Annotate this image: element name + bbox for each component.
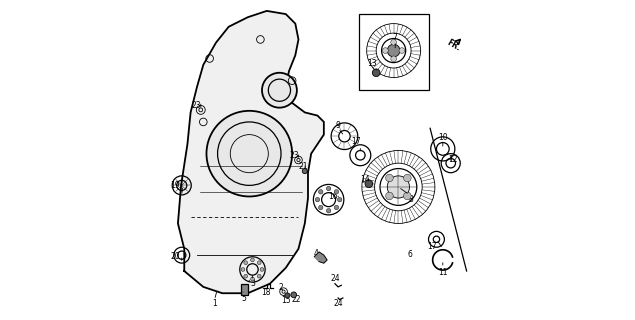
Text: 17: 17: [351, 137, 361, 146]
Text: 19: 19: [171, 181, 180, 190]
Circle shape: [387, 176, 410, 198]
Circle shape: [326, 209, 331, 213]
Circle shape: [260, 268, 264, 271]
Text: 4: 4: [314, 249, 318, 258]
Circle shape: [365, 180, 373, 188]
Circle shape: [244, 261, 248, 265]
Circle shape: [385, 174, 393, 182]
Text: 16: 16: [328, 192, 338, 201]
Text: 5: 5: [241, 294, 246, 303]
Circle shape: [334, 205, 338, 210]
Circle shape: [399, 48, 404, 53]
Text: 12: 12: [448, 155, 458, 164]
Text: 15: 15: [281, 296, 291, 305]
Circle shape: [302, 169, 307, 174]
Text: FR.: FR.: [445, 38, 462, 52]
Text: 23: 23: [290, 151, 299, 160]
Circle shape: [387, 44, 400, 57]
Circle shape: [326, 186, 331, 191]
Text: 14: 14: [360, 174, 370, 184]
Circle shape: [382, 48, 388, 53]
Text: 11: 11: [438, 268, 448, 277]
Text: 21: 21: [298, 162, 308, 171]
Circle shape: [337, 197, 342, 202]
Bar: [241, 284, 248, 295]
Text: 24: 24: [333, 299, 343, 308]
Circle shape: [206, 111, 292, 196]
Text: 13: 13: [367, 59, 377, 68]
Text: 18: 18: [262, 288, 271, 297]
Circle shape: [319, 205, 323, 210]
Text: 17: 17: [427, 242, 436, 251]
Text: 9: 9: [336, 121, 340, 130]
Circle shape: [291, 292, 297, 298]
Text: 3: 3: [250, 279, 255, 288]
Text: 24: 24: [330, 275, 340, 284]
Circle shape: [262, 73, 297, 108]
Circle shape: [241, 268, 245, 271]
Circle shape: [244, 274, 248, 278]
Circle shape: [257, 261, 261, 265]
Circle shape: [404, 174, 411, 182]
Text: 7: 7: [393, 33, 398, 42]
Circle shape: [316, 197, 319, 202]
FancyBboxPatch shape: [359, 14, 429, 90]
Circle shape: [385, 192, 393, 200]
Circle shape: [319, 189, 323, 194]
Circle shape: [257, 274, 261, 278]
Circle shape: [372, 69, 380, 76]
Polygon shape: [178, 11, 324, 293]
Text: 23: 23: [192, 100, 201, 110]
Circle shape: [285, 293, 290, 298]
Polygon shape: [314, 252, 327, 263]
Text: 2: 2: [279, 283, 283, 292]
Circle shape: [391, 39, 396, 45]
Circle shape: [404, 192, 411, 200]
Circle shape: [391, 56, 396, 62]
Text: 8: 8: [409, 195, 413, 204]
Text: 6: 6: [407, 250, 412, 259]
Circle shape: [251, 258, 255, 262]
Text: 20: 20: [171, 252, 180, 261]
Text: 1: 1: [212, 299, 217, 308]
Text: 10: 10: [438, 133, 448, 142]
Text: 22: 22: [291, 295, 301, 304]
Circle shape: [334, 189, 338, 194]
Circle shape: [251, 277, 255, 281]
